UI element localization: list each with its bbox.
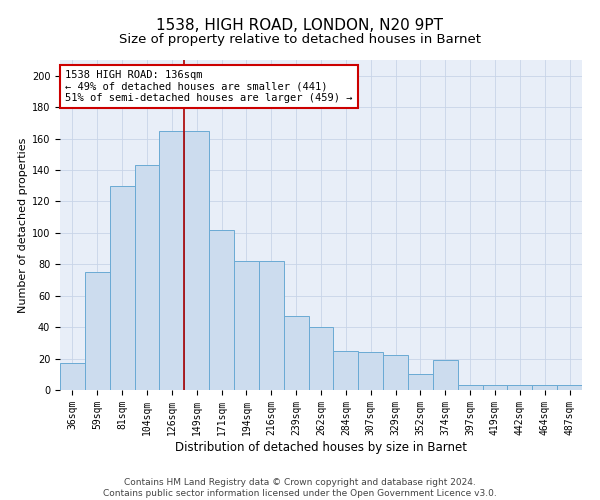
- Bar: [160, 130, 184, 390]
- Bar: [433, 360, 458, 390]
- Bar: [408, 374, 433, 390]
- Bar: [308, 327, 334, 390]
- Bar: [85, 272, 110, 390]
- Bar: [383, 356, 408, 390]
- Text: Size of property relative to detached houses in Barnet: Size of property relative to detached ho…: [119, 32, 481, 46]
- Bar: [458, 386, 482, 390]
- Text: 1538, HIGH ROAD, LONDON, N20 9PT: 1538, HIGH ROAD, LONDON, N20 9PT: [157, 18, 443, 32]
- Text: Contains HM Land Registry data © Crown copyright and database right 2024.
Contai: Contains HM Land Registry data © Crown c…: [103, 478, 497, 498]
- X-axis label: Distribution of detached houses by size in Barnet: Distribution of detached houses by size …: [175, 440, 467, 454]
- Bar: [259, 261, 284, 390]
- Bar: [209, 230, 234, 390]
- Bar: [508, 386, 532, 390]
- Bar: [334, 350, 358, 390]
- Bar: [358, 352, 383, 390]
- Text: 1538 HIGH ROAD: 136sqm
← 49% of detached houses are smaller (441)
51% of semi-de: 1538 HIGH ROAD: 136sqm ← 49% of detached…: [65, 70, 353, 103]
- Bar: [557, 386, 582, 390]
- Bar: [134, 166, 160, 390]
- Y-axis label: Number of detached properties: Number of detached properties: [17, 138, 28, 312]
- Bar: [60, 364, 85, 390]
- Bar: [532, 386, 557, 390]
- Bar: [284, 316, 308, 390]
- Bar: [110, 186, 134, 390]
- Bar: [184, 130, 209, 390]
- Bar: [234, 261, 259, 390]
- Bar: [482, 386, 508, 390]
